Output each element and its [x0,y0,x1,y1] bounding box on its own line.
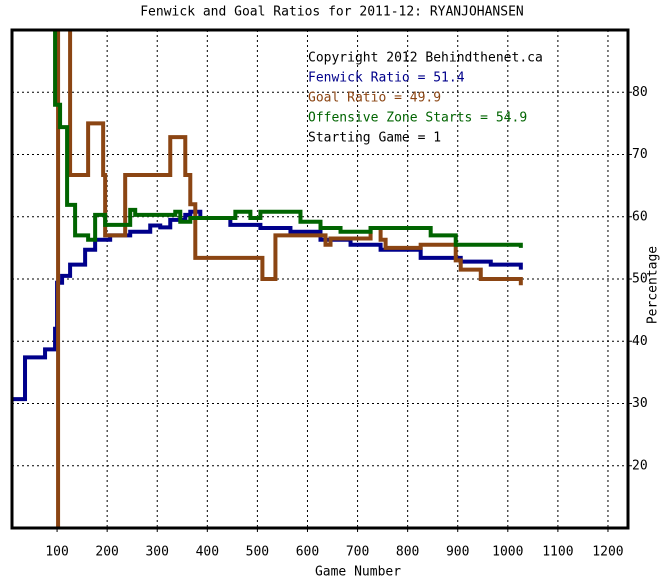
y-tick-label: 60 [632,209,648,224]
legend-entry: Fenwick Ratio = 51.4 [308,71,465,86]
y-tick-label: 50 [632,272,648,287]
series-line [53,30,523,248]
y-tick-label: 40 [632,334,648,349]
grid [12,30,628,528]
y-axis-label: Percentage [646,246,661,324]
x-tick-label: 900 [446,545,469,560]
annotation: Copyright 2012 Behindthenet.ca [308,51,543,66]
y-tick-label: 70 [632,147,648,162]
x-tick-label: 1100 [542,545,573,560]
legend-entry: Offensive Zone Starts = 54.9 [308,111,527,126]
x-tick-label: 200 [95,545,118,560]
x-tick-label: 1000 [492,545,523,560]
legend-entry: Goal Ratio = 49.9 [308,91,441,106]
x-tick-label: 400 [196,545,219,560]
series-line [56,30,523,528]
y-tick-label: 20 [632,458,648,473]
chart-title: Fenwick and Goal Ratios for 2011-12: RYA… [140,5,524,20]
x-tick-label: 600 [296,545,319,560]
y-tick-label: 80 [632,85,648,100]
x-tick-label: 500 [246,545,269,560]
lines [12,30,523,528]
y-tick-label: 30 [632,396,648,411]
x-tick-label: 100 [45,545,68,560]
x-tick-label: 300 [145,545,168,560]
annotation: Starting Game = 1 [308,131,441,146]
series-line [12,209,523,402]
x-tick-label: 700 [346,545,369,560]
x-axis-label: Game Number [315,565,401,580]
x-tick-label: 1200 [592,545,623,560]
x-tick-label: 800 [396,545,419,560]
